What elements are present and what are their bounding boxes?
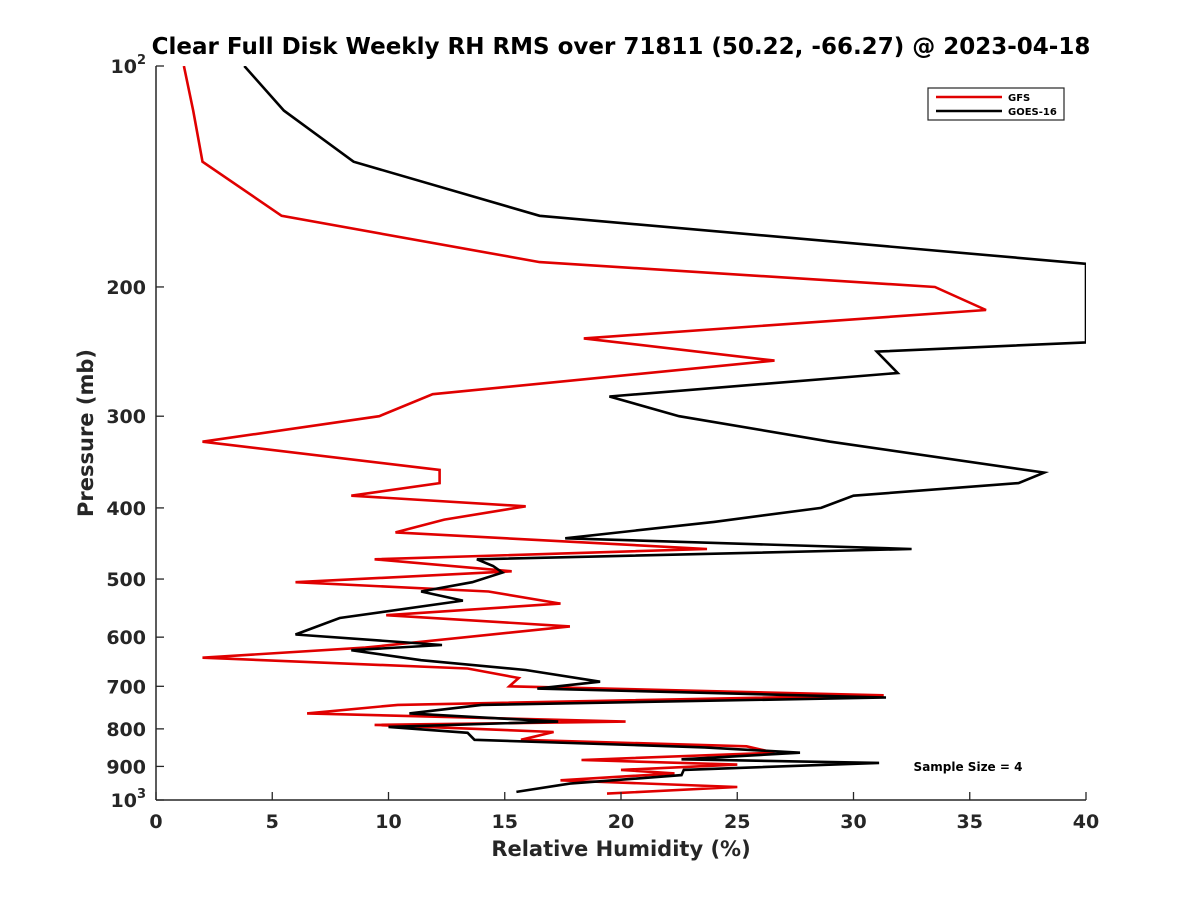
y-tick-value: 700 [106,676,146,698]
legend: GFS GOES-16 [927,87,1065,121]
x-tick-label: 25 [724,811,750,833]
y-tick-label: 900 [106,756,146,778]
x-tick-label: 5 [266,811,279,833]
y-tick-label: 800 [106,719,146,741]
x-axis-label: Relative Humidity (%) [491,837,750,861]
x-tick-label: 15 [492,811,518,833]
x-tick-label: 30 [840,811,866,833]
y-tick-label: 200 [106,277,146,299]
x-tick-label: 35 [957,811,983,833]
y-tick-value: 900 [106,756,146,778]
y-tick-exponent: 3 [137,787,146,802]
legend-box [927,87,1065,121]
series-line-gfs [182,66,987,795]
y-tick-value: 200 [106,277,146,299]
y-tick-label: 102 [111,53,147,78]
y-tick-value: 600 [106,627,146,649]
y-tick-label: 400 [106,498,146,520]
x-axis-ticks: 0 5 10 15 20 25 30 35 40 [149,792,1099,833]
y-tick-exponent: 2 [137,53,146,68]
y-tick-base: 10 [111,56,137,78]
sample-size-annotation: Sample Size = 4 [914,760,1023,774]
x-tick-label: 20 [608,811,634,833]
series-line-goes-16 [243,66,1086,794]
y-tick-value: 300 [106,406,146,428]
chart-title: Clear Full Disk Weekly RH RMS over 71811… [152,34,1091,60]
y-tick-value: 400 [106,498,146,520]
plot-background [156,66,1086,800]
y-tick-value: 800 [106,719,146,741]
x-tick-label: 0 [149,811,162,833]
y-tick-value: 500 [106,569,146,591]
y-axis-label: Pressure (mb) [74,349,98,517]
legend-label: GFS [1008,93,1030,104]
legend-label: GOES-16 [1008,107,1057,118]
x-tick-label: 40 [1073,811,1099,833]
x-tick-label: 10 [375,811,401,833]
series-layer [182,66,1086,795]
plot-area: 0 5 10 15 20 25 30 35 40 10220030040050060070080… [106,53,1099,833]
y-tick-base: 10 [111,790,137,812]
y-tick-label: 300 [106,406,146,428]
y-tick-label: 700 [106,676,146,698]
y-tick-label: 500 [106,569,146,591]
y-tick-label: 600 [106,627,146,649]
y-tick-label: 103 [111,787,147,812]
